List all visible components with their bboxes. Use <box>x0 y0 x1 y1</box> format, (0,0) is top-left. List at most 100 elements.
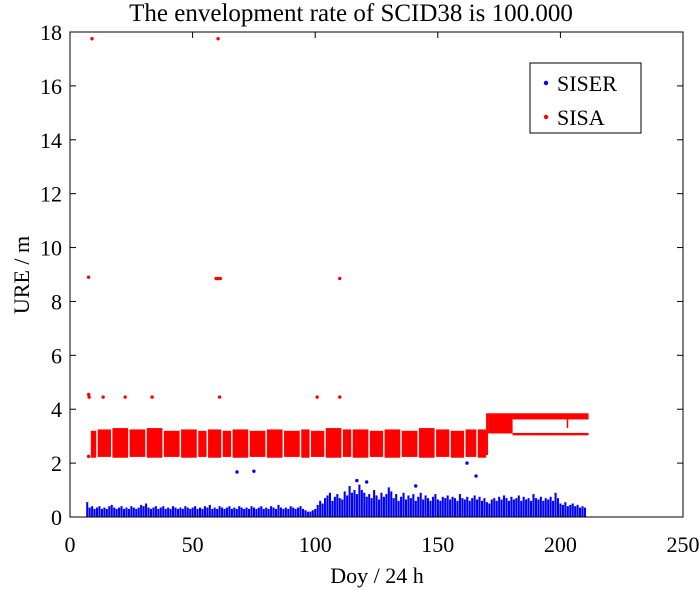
siser-daily-column <box>493 498 496 517</box>
siser-daily-column <box>373 490 376 517</box>
sisa-range-band <box>266 429 283 458</box>
siser-daily-column <box>495 500 498 517</box>
siser-daily-column <box>208 504 211 518</box>
sisa-range-band <box>486 413 489 456</box>
siser-daily-column <box>135 508 138 517</box>
siser-daily-column <box>348 486 351 517</box>
siser-daily-column <box>395 494 398 517</box>
sisa-point <box>86 454 91 459</box>
siser-daily-column <box>554 492 557 517</box>
y-tick-label: 2 <box>51 451 62 476</box>
siser-daily-column <box>449 499 452 517</box>
sisa-point <box>216 37 220 41</box>
sisa-point <box>101 395 105 399</box>
siser-point <box>364 480 369 484</box>
siser-daily-column <box>274 508 278 517</box>
sisa-point <box>217 395 222 399</box>
y-tick-label: 8 <box>51 289 62 314</box>
siser-daily-column <box>145 503 148 517</box>
siser-daily-column <box>375 495 378 517</box>
siser-daily-column <box>319 500 322 517</box>
siser-daily-column <box>346 495 349 517</box>
siser-daily-column <box>95 507 99 517</box>
sisa-range-band <box>129 429 146 457</box>
siser-daily-column <box>571 503 574 517</box>
sisa-range-band <box>198 430 207 457</box>
x-axis-label: Doy / 24 h <box>330 563 424 588</box>
siser-point <box>252 469 256 473</box>
siser-daily-column <box>341 499 344 517</box>
siser-daily-column <box>547 499 550 517</box>
siser-daily-column <box>390 491 393 517</box>
siser-daily-column <box>483 498 486 517</box>
siser-daily-column <box>272 507 275 517</box>
sisa-range-band <box>384 429 401 458</box>
sisa-series <box>86 37 589 459</box>
sisa-point <box>87 395 91 399</box>
siser-daily-column <box>301 508 305 517</box>
siser-daily-column <box>458 494 461 517</box>
legend-sisa-label: SISA <box>557 105 605 130</box>
siser-daily-column <box>297 507 300 517</box>
siser-daily-column <box>225 507 229 517</box>
y-tick-label: 16 <box>40 74 62 99</box>
y-tick-label: 10 <box>40 236 62 261</box>
siser-daily-column <box>365 496 368 517</box>
sisa-point <box>150 395 154 399</box>
siser-daily-column <box>311 510 314 517</box>
siser-daily-column <box>213 507 216 517</box>
siser-daily-column <box>265 507 268 517</box>
sisa-range-band <box>208 429 222 458</box>
siser-daily-column <box>532 494 535 517</box>
siser-daily-column <box>164 508 167 517</box>
sisa-point <box>86 275 91 279</box>
siser-daily-column <box>127 508 130 517</box>
siser-daily-column <box>167 507 170 517</box>
sisa-point <box>338 395 342 399</box>
siser-daily-column <box>512 499 515 517</box>
siser-daily-column <box>522 496 525 517</box>
siser-daily-column <box>316 504 319 518</box>
siser-daily-column <box>86 502 89 517</box>
siser-daily-column <box>282 508 285 517</box>
siser-daily-column <box>517 495 520 517</box>
siser-daily-column <box>466 496 469 517</box>
y-tick-labels: 0 2 4 6 8 10 12 14 16 18 <box>40 20 62 530</box>
siser-daily-column <box>279 507 282 517</box>
siser-daily-column <box>581 506 584 517</box>
siser-daily-column <box>179 507 182 517</box>
siser-daily-column <box>186 507 189 517</box>
siser-daily-column <box>228 506 231 517</box>
siser-daily-column <box>137 507 140 517</box>
siser-daily-column <box>534 498 537 517</box>
siser-daily-column <box>441 496 444 517</box>
siser-daily-column <box>488 503 491 517</box>
siser-daily-column <box>235 508 238 517</box>
siser-daily-column <box>503 495 506 517</box>
siser-daily-column <box>233 507 236 517</box>
siser-daily-column <box>436 499 439 517</box>
siser-daily-column <box>172 506 175 517</box>
siser-daily-column <box>88 507 91 517</box>
siser-daily-column <box>569 504 572 518</box>
siser-daily-column <box>304 510 307 517</box>
siser-daily-column <box>289 506 292 517</box>
siser-series <box>86 461 587 518</box>
siser-daily-column <box>544 498 547 517</box>
siser-daily-column <box>355 494 358 517</box>
siser-daily-column <box>294 508 297 517</box>
siser-daily-column <box>328 492 332 517</box>
siser-daily-column <box>419 492 422 517</box>
x-tick-label: 200 <box>544 532 577 557</box>
siser-daily-column <box>471 498 474 517</box>
siser-daily-column <box>284 507 287 517</box>
siser-daily-column <box>309 511 312 517</box>
x-tick-label: 250 <box>667 532 700 557</box>
siser-daily-column <box>248 508 251 517</box>
siser-daily-column <box>377 499 381 517</box>
sisa-range-band <box>512 432 589 436</box>
siser-daily-column <box>444 498 447 517</box>
siser-daily-column <box>162 506 165 517</box>
siser-daily-column <box>157 508 160 517</box>
y-axis-label: URE / m <box>9 236 34 314</box>
